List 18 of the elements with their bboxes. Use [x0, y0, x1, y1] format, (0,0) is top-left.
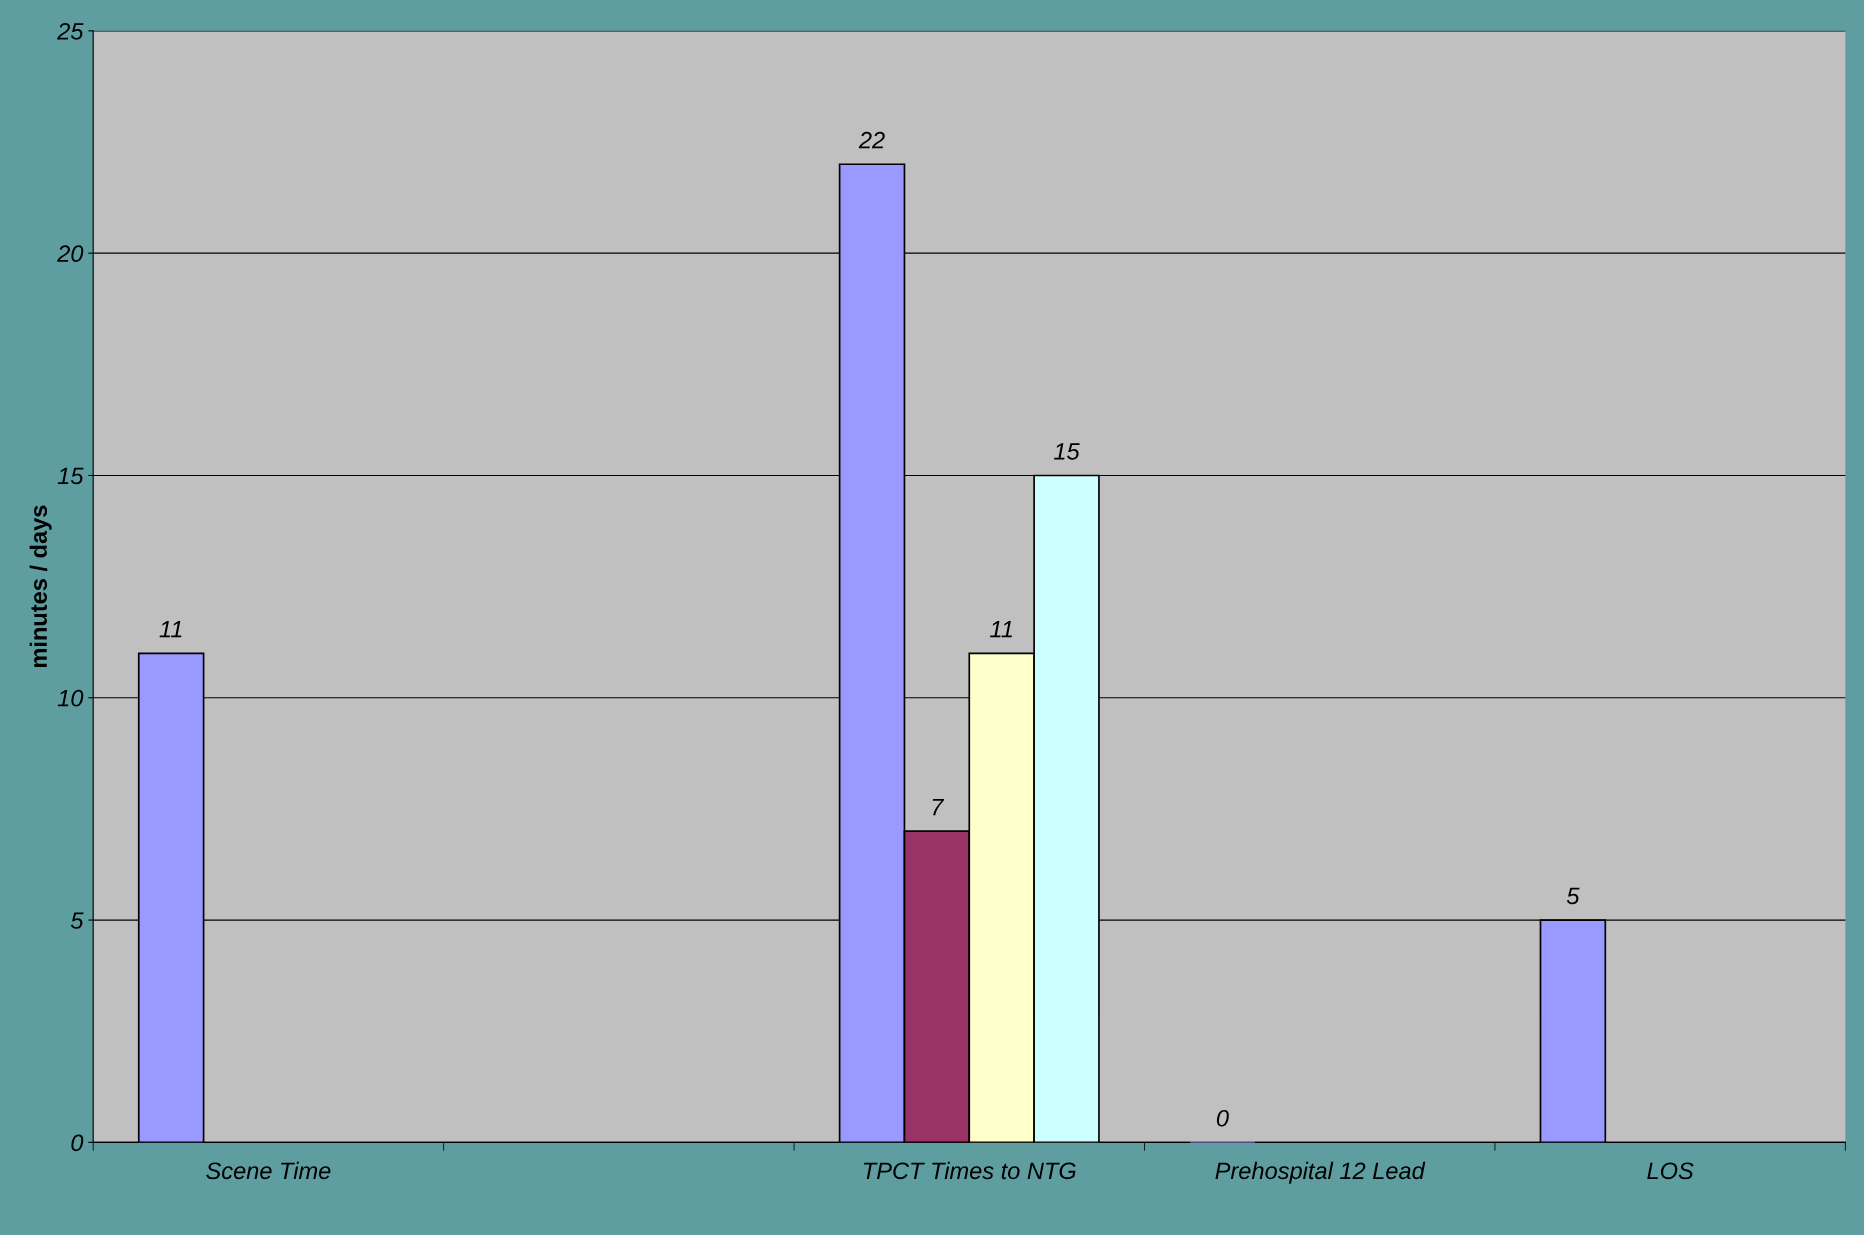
data-label: 0	[1216, 1109, 1229, 1127]
x-tick-label: Scene Time	[206, 1161, 331, 1180]
y-tick-label: 0	[71, 1134, 84, 1152]
y-tick-label: 20	[57, 245, 84, 262]
y-axis-title: minutes / days	[29, 505, 52, 668]
x-tick-label: LOS	[1647, 1162, 1694, 1180]
data-label: 7	[932, 798, 945, 816]
y-tick-label: 10	[57, 689, 84, 707]
y-tick-label: 15	[57, 467, 84, 485]
x-tick-label: Prehospital 12 Lead	[1215, 1161, 1426, 1184]
y-tick-label: 5	[70, 912, 84, 929]
data-label: 15	[1054, 443, 1080, 460]
y-tick-label: 25	[57, 22, 84, 40]
data-label: 11	[990, 621, 1012, 638]
x-tick-label: TPCT Times to NTG	[863, 1161, 1076, 1180]
data-label: 5	[1566, 887, 1580, 905]
data-label: 22	[858, 131, 885, 149]
data-label: 11	[159, 621, 182, 638]
